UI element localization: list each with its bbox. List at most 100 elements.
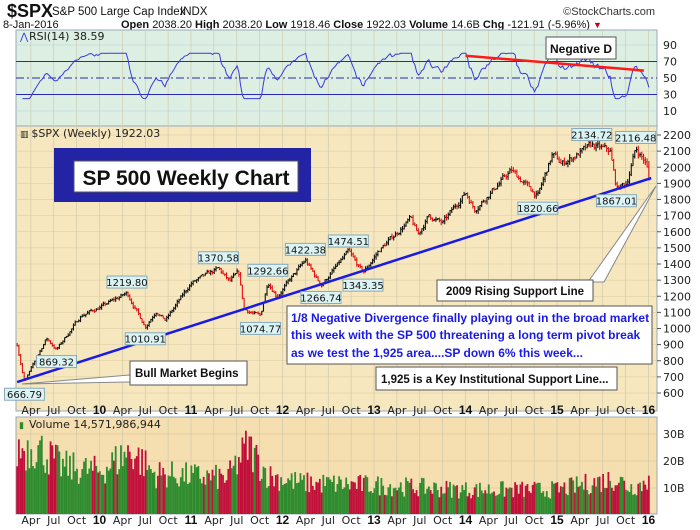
volume-bar [213, 475, 216, 514]
volume-bar [596, 477, 599, 514]
volume-bar [391, 496, 393, 514]
volume-bar [405, 477, 407, 514]
volume-bar [297, 482, 300, 514]
volume-bar [267, 486, 270, 514]
price-tick-label: 1000 [663, 323, 691, 336]
x-tick-label: Apr [113, 514, 133, 527]
volume-bar [424, 493, 427, 514]
volume-bar [137, 447, 140, 514]
price-label-box [35, 355, 77, 369]
x-tick-label: Jul [229, 404, 243, 417]
x-tick-label: Apr [296, 514, 316, 527]
stockcharts-credit[interactable]: ©StockCharts.com [563, 6, 655, 18]
volume-bar [139, 474, 142, 514]
volume-bar [373, 488, 376, 514]
volume-bar [280, 477, 282, 514]
volume-bar [558, 492, 561, 514]
chart-title-inner [73, 160, 299, 193]
volume-bar [113, 460, 115, 514]
volume-bar [489, 493, 492, 514]
x-tick-label: 14 [459, 403, 473, 417]
volume-bar [644, 484, 647, 514]
price-label: 1370.58 [198, 254, 239, 265]
volume-bar [401, 492, 404, 514]
price-label-box [595, 194, 637, 208]
price-label-box [3, 387, 45, 401]
volume-bar [521, 481, 524, 514]
price-tick-label: 1400 [663, 258, 691, 271]
volume-bar [76, 468, 78, 514]
volume-bar [544, 496, 546, 514]
volume-bar [398, 487, 400, 514]
volume-bar [296, 483, 298, 514]
volume-bar [588, 494, 590, 514]
volume-bar [294, 472, 297, 514]
volume-bar [74, 471, 77, 514]
volume-bar [283, 483, 286, 514]
volume-bar [155, 488, 158, 514]
volume-bar [507, 488, 509, 514]
x-tick-label: Jul [321, 404, 335, 417]
volume-bar [202, 476, 205, 514]
volume-bars [16, 430, 650, 514]
volume-bar [591, 485, 594, 514]
volume-bar [230, 468, 233, 514]
volume-bar [413, 493, 416, 514]
price-labels: 666.79 869.32 1219.80 1010.91 1370.58 1074.77… [3, 128, 656, 401]
volume-bar [515, 484, 518, 514]
volume-bar [53, 458, 56, 514]
key-support-frame [375, 366, 618, 391]
volume-bar [378, 495, 381, 514]
volume-bar [160, 475, 163, 514]
chg-value: -121.91 (-5.96%) [507, 19, 590, 31]
rsi-tick-label: 90 [663, 39, 677, 52]
volume-bar [278, 490, 281, 514]
volume-bar [471, 494, 474, 514]
x-tick-label: Oct [525, 404, 545, 417]
x-tick-label: Apr [296, 404, 316, 417]
volume-bar [222, 475, 224, 514]
volume-bar [602, 474, 605, 514]
volume-bar [299, 473, 302, 514]
volume-bar [589, 493, 592, 514]
volume-bar [428, 486, 430, 514]
price-label-box [106, 275, 148, 289]
x-tick-label: Oct [159, 514, 179, 527]
negative-divergence-box [545, 36, 617, 60]
volume-bar [396, 490, 399, 514]
price-tick-label: 2000 [663, 161, 691, 174]
x-tick-label: Oct [250, 514, 270, 527]
volume-bar [537, 482, 539, 514]
volume-bar [461, 485, 464, 514]
volume-bar [475, 484, 478, 514]
volume-bar [376, 476, 379, 514]
x-tick-label: Jul [138, 514, 152, 527]
volume-bar [225, 480, 228, 514]
volume-bar [98, 471, 101, 514]
volume-bar [51, 445, 54, 514]
volume-bar [387, 487, 390, 514]
volume-bar [581, 481, 583, 514]
volume-bar [288, 480, 291, 514]
volume-bar [93, 455, 96, 514]
volume-bar [107, 470, 110, 514]
quote-line: Open 2038.20 High 2038.20 Low 1918.46 Cl… [121, 19, 602, 31]
volume-bar [273, 486, 275, 514]
volume-bar [510, 487, 513, 514]
volume-bar [167, 475, 170, 514]
volume-bar [350, 481, 353, 514]
volume-bar [164, 474, 166, 514]
x-tick-label: 10 [93, 403, 107, 417]
price-label: 869.32 [39, 358, 74, 369]
volume-bar [18, 439, 20, 514]
volume-bar [266, 487, 268, 514]
volume-bar [234, 455, 237, 514]
volume-bar [281, 484, 284, 514]
price-tick-label: 1500 [663, 242, 691, 255]
volume-bar [635, 495, 638, 514]
volume-bar [179, 477, 182, 514]
x-tick-label: Apr [479, 404, 499, 417]
volume-bar [144, 450, 147, 514]
volume-bar [28, 468, 31, 514]
x-tick-label: Oct [67, 404, 87, 417]
